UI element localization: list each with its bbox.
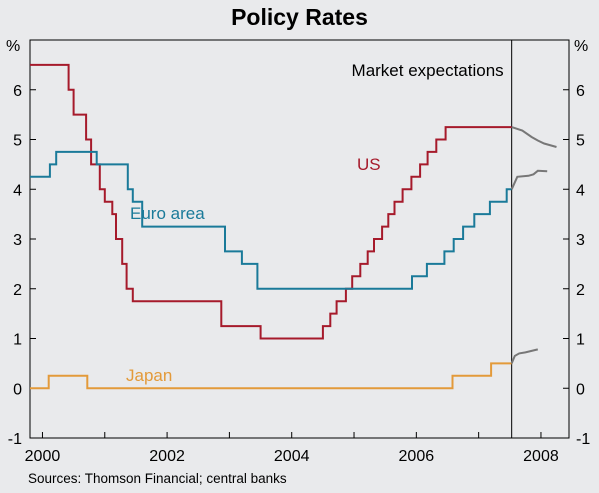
tick-marks xyxy=(30,89,569,439)
y-tick-label-left: 2 xyxy=(13,282,22,299)
market-expectations-label: Market expectations xyxy=(352,61,504,80)
y-tick-label-left: 3 xyxy=(13,232,22,249)
y-tick-label-left: 6 xyxy=(13,83,22,100)
source-note: Sources: Thomson Financial; central bank… xyxy=(28,471,287,486)
y-tick-label-left: 4 xyxy=(13,182,22,199)
japan-expectations xyxy=(510,348,539,364)
plot-frame xyxy=(29,39,570,439)
y-tick-label-right: 5 xyxy=(576,133,585,150)
y-tick-label-right: 1 xyxy=(576,332,585,349)
y-tick-label-right: 6 xyxy=(576,83,585,100)
expectation-lines xyxy=(510,126,557,364)
tick-labels: -1 -1 0 0 1 1 2 2 3 3 4 4 5 5 6 6 2000 2002 2004 2006 2008 xyxy=(8,83,591,465)
y-tick-label-right: -1 xyxy=(576,431,590,448)
euro-area-expectations xyxy=(510,169,548,190)
x-tick-label: 2008 xyxy=(523,448,559,465)
x-tick-label: 2000 xyxy=(25,448,61,465)
y-unit-left: % xyxy=(6,38,20,55)
y-tick-label-left: 0 xyxy=(13,381,22,398)
y-tick-label-right: 2 xyxy=(576,282,585,299)
euro-area-series-label: Euro area xyxy=(130,204,205,223)
series-lines xyxy=(30,63,512,390)
x-tick-label: 2004 xyxy=(274,448,310,465)
y-tick-label-left: -1 xyxy=(8,431,22,448)
x-tick-label: 2006 xyxy=(399,448,435,465)
us-series-label: US xyxy=(357,155,381,174)
y-tick-label-left: 5 xyxy=(13,133,22,150)
series-us xyxy=(30,63,512,340)
y-tick-label-right: 0 xyxy=(576,381,585,398)
japan-series-label: Japan xyxy=(126,366,172,385)
y-tick-label-left: 1 xyxy=(13,332,22,349)
y-unit-right: % xyxy=(574,38,588,55)
series-japan xyxy=(30,362,512,390)
y-tick-label-right: 3 xyxy=(576,232,585,249)
series-euro-area xyxy=(30,150,512,290)
chart-title: Policy Rates xyxy=(231,4,368,30)
us-expectations xyxy=(511,126,557,148)
x-tick-label: 2002 xyxy=(149,448,185,465)
y-tick-label-right: 4 xyxy=(576,182,585,199)
